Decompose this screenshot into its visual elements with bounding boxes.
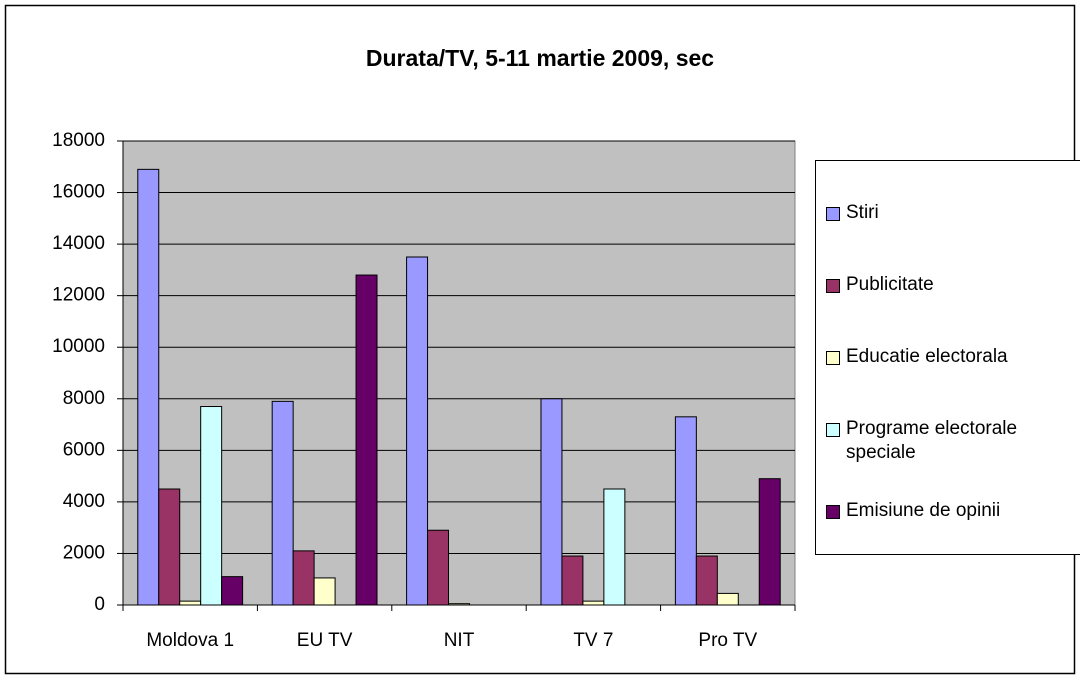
bar [221, 576, 244, 606]
legend-swatch [826, 423, 840, 437]
bar [292, 550, 315, 606]
bar [355, 274, 378, 606]
x-tick-label: NIT [444, 630, 475, 651]
legend-label: Emisiune de opinii [846, 500, 1001, 521]
y-tick-label: 16000 [52, 182, 105, 203]
legend-item: Stiri [826, 201, 1080, 225]
legend-item: Educatie electorala [826, 345, 1080, 369]
legend-item: Emisiune de opinii [826, 499, 1080, 523]
x-tick-label: EU TV [297, 630, 353, 651]
y-tick-label: 2000 [63, 542, 105, 563]
bar [716, 592, 739, 606]
x-tick-label: Moldova 1 [146, 630, 234, 651]
y-tick-label: 4000 [63, 491, 105, 512]
legend-swatch [826, 351, 840, 365]
bar [582, 600, 605, 606]
x-tick-label: TV 7 [573, 630, 613, 651]
bar [406, 256, 429, 606]
y-tick-label: 0 [94, 594, 105, 615]
bar [695, 555, 718, 606]
bar [200, 406, 223, 606]
bar [674, 416, 697, 606]
bar [540, 398, 563, 606]
bar [271, 400, 294, 606]
chart-title: Durata/TV, 5-11 martie 2009, sec [366, 45, 714, 71]
legend-label: Publicitate [846, 274, 934, 295]
legend-swatch [826, 207, 840, 221]
x-tick-label: Pro TV [698, 630, 757, 651]
bar [158, 488, 181, 606]
y-tick-label: 12000 [52, 285, 105, 306]
bar [427, 529, 450, 606]
y-tick-label: 18000 [52, 130, 105, 151]
legend-item: Publicitate [826, 273, 1080, 297]
y-tick-label: 6000 [63, 439, 105, 460]
bar [313, 577, 336, 606]
bar [561, 555, 584, 606]
y-tick-label: 14000 [52, 233, 105, 254]
y-tick-label: 10000 [52, 336, 105, 357]
bar [758, 478, 781, 606]
legend-swatch [826, 279, 840, 293]
bar [179, 600, 202, 606]
legend-label: Programe electorale speciale [846, 418, 1018, 463]
legend: Stiri Publicitate Educatie electorala Progr… [815, 160, 1080, 555]
legend-item: Programe electorale speciale [826, 417, 1080, 465]
legend-label: Stiri [846, 202, 879, 223]
bar [137, 168, 160, 606]
legend-swatch [826, 505, 840, 519]
bar [603, 488, 626, 606]
legend-label: Educatie electorala [846, 346, 1008, 367]
y-tick-label: 8000 [63, 388, 105, 409]
